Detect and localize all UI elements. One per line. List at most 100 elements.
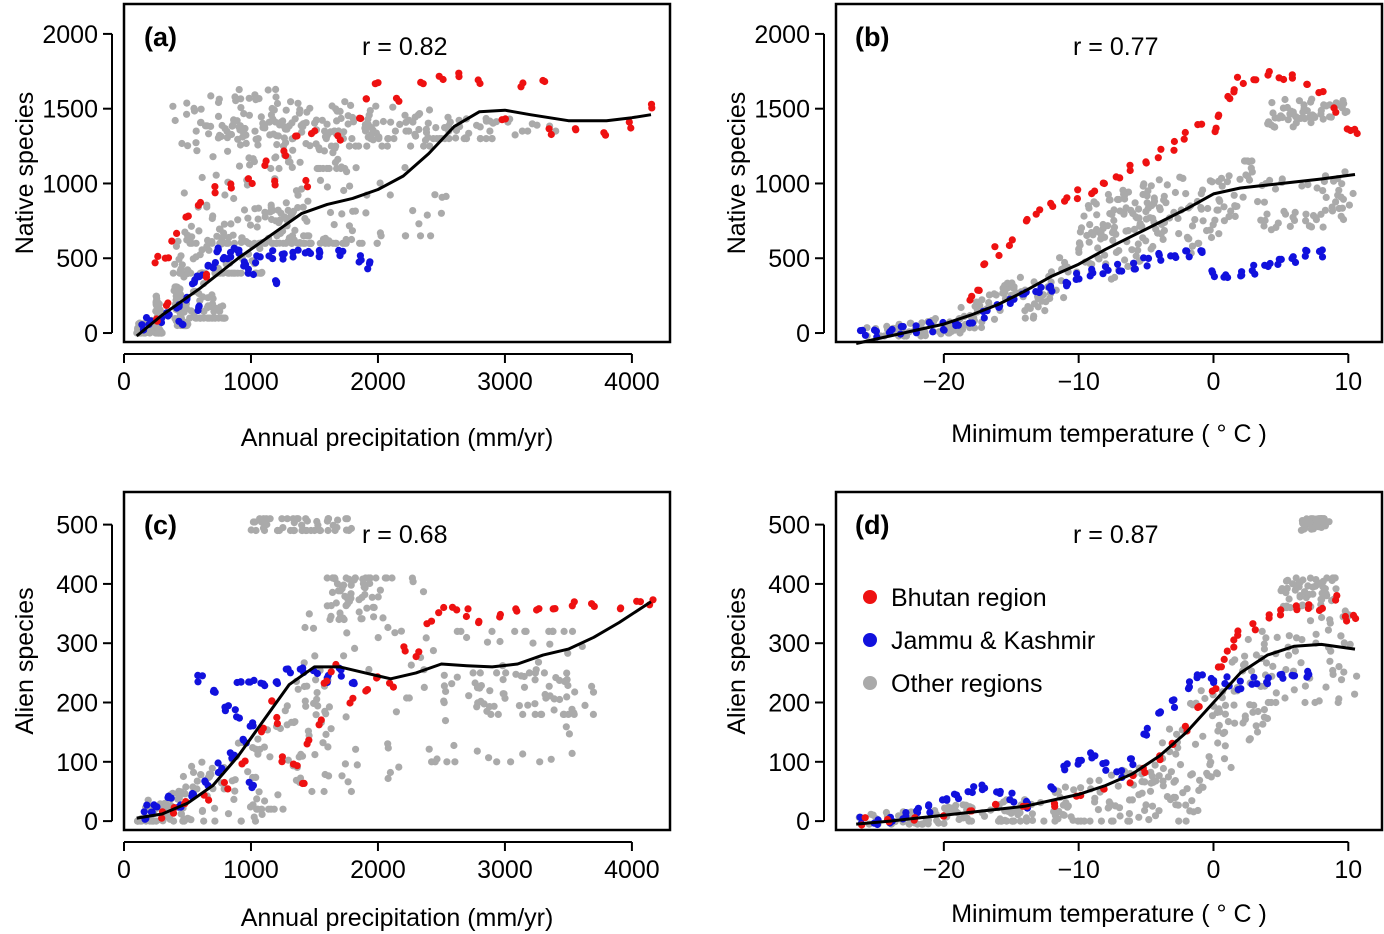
point-other xyxy=(1307,119,1315,127)
point-bhutan xyxy=(535,605,543,613)
point-other xyxy=(1291,208,1299,216)
point-bhutan xyxy=(1157,145,1165,153)
point-jammu xyxy=(299,664,307,672)
point-other xyxy=(437,209,445,217)
point-other xyxy=(260,526,269,535)
x-tick-label: 0 xyxy=(117,856,131,884)
point-other xyxy=(208,214,216,223)
point-other xyxy=(531,710,539,719)
point-other xyxy=(440,682,448,690)
point-other xyxy=(1267,698,1275,707)
point-other xyxy=(1340,639,1348,647)
point-other xyxy=(1080,212,1088,220)
x-tick-label: 3000 xyxy=(477,368,533,396)
point-other xyxy=(494,710,502,719)
point-other xyxy=(1208,178,1216,186)
point-other xyxy=(1301,682,1309,690)
point-other xyxy=(401,164,409,172)
point-other xyxy=(268,215,276,224)
point-other xyxy=(1142,237,1150,245)
point-other xyxy=(1160,196,1168,204)
point-other xyxy=(1182,817,1190,825)
point-other xyxy=(1298,636,1306,644)
point-other xyxy=(1030,312,1038,320)
point-bhutan xyxy=(224,785,232,793)
point-other xyxy=(282,199,290,207)
point-other xyxy=(1121,256,1129,264)
legend-swatch-other xyxy=(863,676,877,690)
point-bhutan xyxy=(1292,602,1300,610)
point-other xyxy=(416,232,425,240)
point-other xyxy=(1086,777,1094,785)
point-other xyxy=(483,707,491,715)
point-other xyxy=(171,116,179,125)
point-other xyxy=(1159,777,1167,785)
point-other xyxy=(180,189,188,197)
point-other xyxy=(1231,212,1239,220)
point-other xyxy=(314,521,322,529)
point-bhutan xyxy=(273,713,281,722)
point-other xyxy=(1143,199,1151,207)
point-other xyxy=(1227,763,1235,772)
point-jammu xyxy=(1210,273,1218,281)
point-other xyxy=(209,153,217,161)
fit-line xyxy=(855,173,1356,345)
point-bhutan xyxy=(551,605,559,613)
y-tick-label: 400 xyxy=(768,571,810,599)
point-bhutan xyxy=(1332,108,1340,116)
point-bhutan xyxy=(293,762,301,770)
point-other xyxy=(407,142,415,150)
point-bhutan xyxy=(1264,71,1272,79)
point-other xyxy=(1034,303,1042,311)
point-other xyxy=(290,718,298,727)
point-other xyxy=(924,820,932,828)
point-other xyxy=(465,692,473,700)
point-bhutan xyxy=(600,129,608,137)
point-bhutan xyxy=(419,80,427,88)
point-jammu xyxy=(1008,789,1016,797)
point-other xyxy=(196,314,204,322)
point-bhutan xyxy=(1211,128,1219,136)
point-other xyxy=(322,730,330,739)
point-other xyxy=(387,118,395,126)
point-other xyxy=(279,524,287,532)
point-other xyxy=(1285,595,1293,603)
point-other xyxy=(1296,593,1304,601)
panel-b-r: r = 0.77 xyxy=(1073,33,1158,61)
point-jammu xyxy=(1073,269,1081,278)
point-other xyxy=(312,116,320,124)
point-other xyxy=(223,127,231,136)
point-bhutan xyxy=(1023,215,1031,224)
point-other xyxy=(302,140,310,148)
point-other xyxy=(1326,619,1334,627)
point-other xyxy=(1341,168,1349,176)
point-other xyxy=(282,139,290,147)
point-other xyxy=(260,121,268,129)
point-other xyxy=(1277,587,1285,595)
point-other xyxy=(1223,178,1231,186)
point-other xyxy=(1334,191,1342,199)
point-other xyxy=(559,710,568,719)
point-other xyxy=(1239,719,1247,727)
y-tick-label: 0 xyxy=(84,320,98,348)
x-tick-label: 4000 xyxy=(604,368,660,396)
point-other xyxy=(237,104,245,112)
point-other xyxy=(1341,607,1349,615)
point-other xyxy=(274,791,282,799)
point-other xyxy=(155,329,164,337)
fit-line xyxy=(135,108,652,338)
point-other xyxy=(1107,275,1115,283)
point-other xyxy=(419,588,428,596)
point-jammu xyxy=(1126,755,1135,763)
point-other xyxy=(313,689,321,697)
point-other xyxy=(1150,200,1158,208)
point-other xyxy=(486,687,494,695)
point-other xyxy=(338,210,346,218)
point-other xyxy=(1245,736,1253,744)
panel-d-r: r = 0.87 xyxy=(1073,521,1158,549)
panel-a-axes: 0 1000 2000 3000 4000 0 500 1000 1500 2000 xyxy=(42,21,659,396)
point-other xyxy=(1312,521,1320,529)
x-tick-label: 1000 xyxy=(223,856,279,884)
point-jammu xyxy=(1318,253,1327,261)
